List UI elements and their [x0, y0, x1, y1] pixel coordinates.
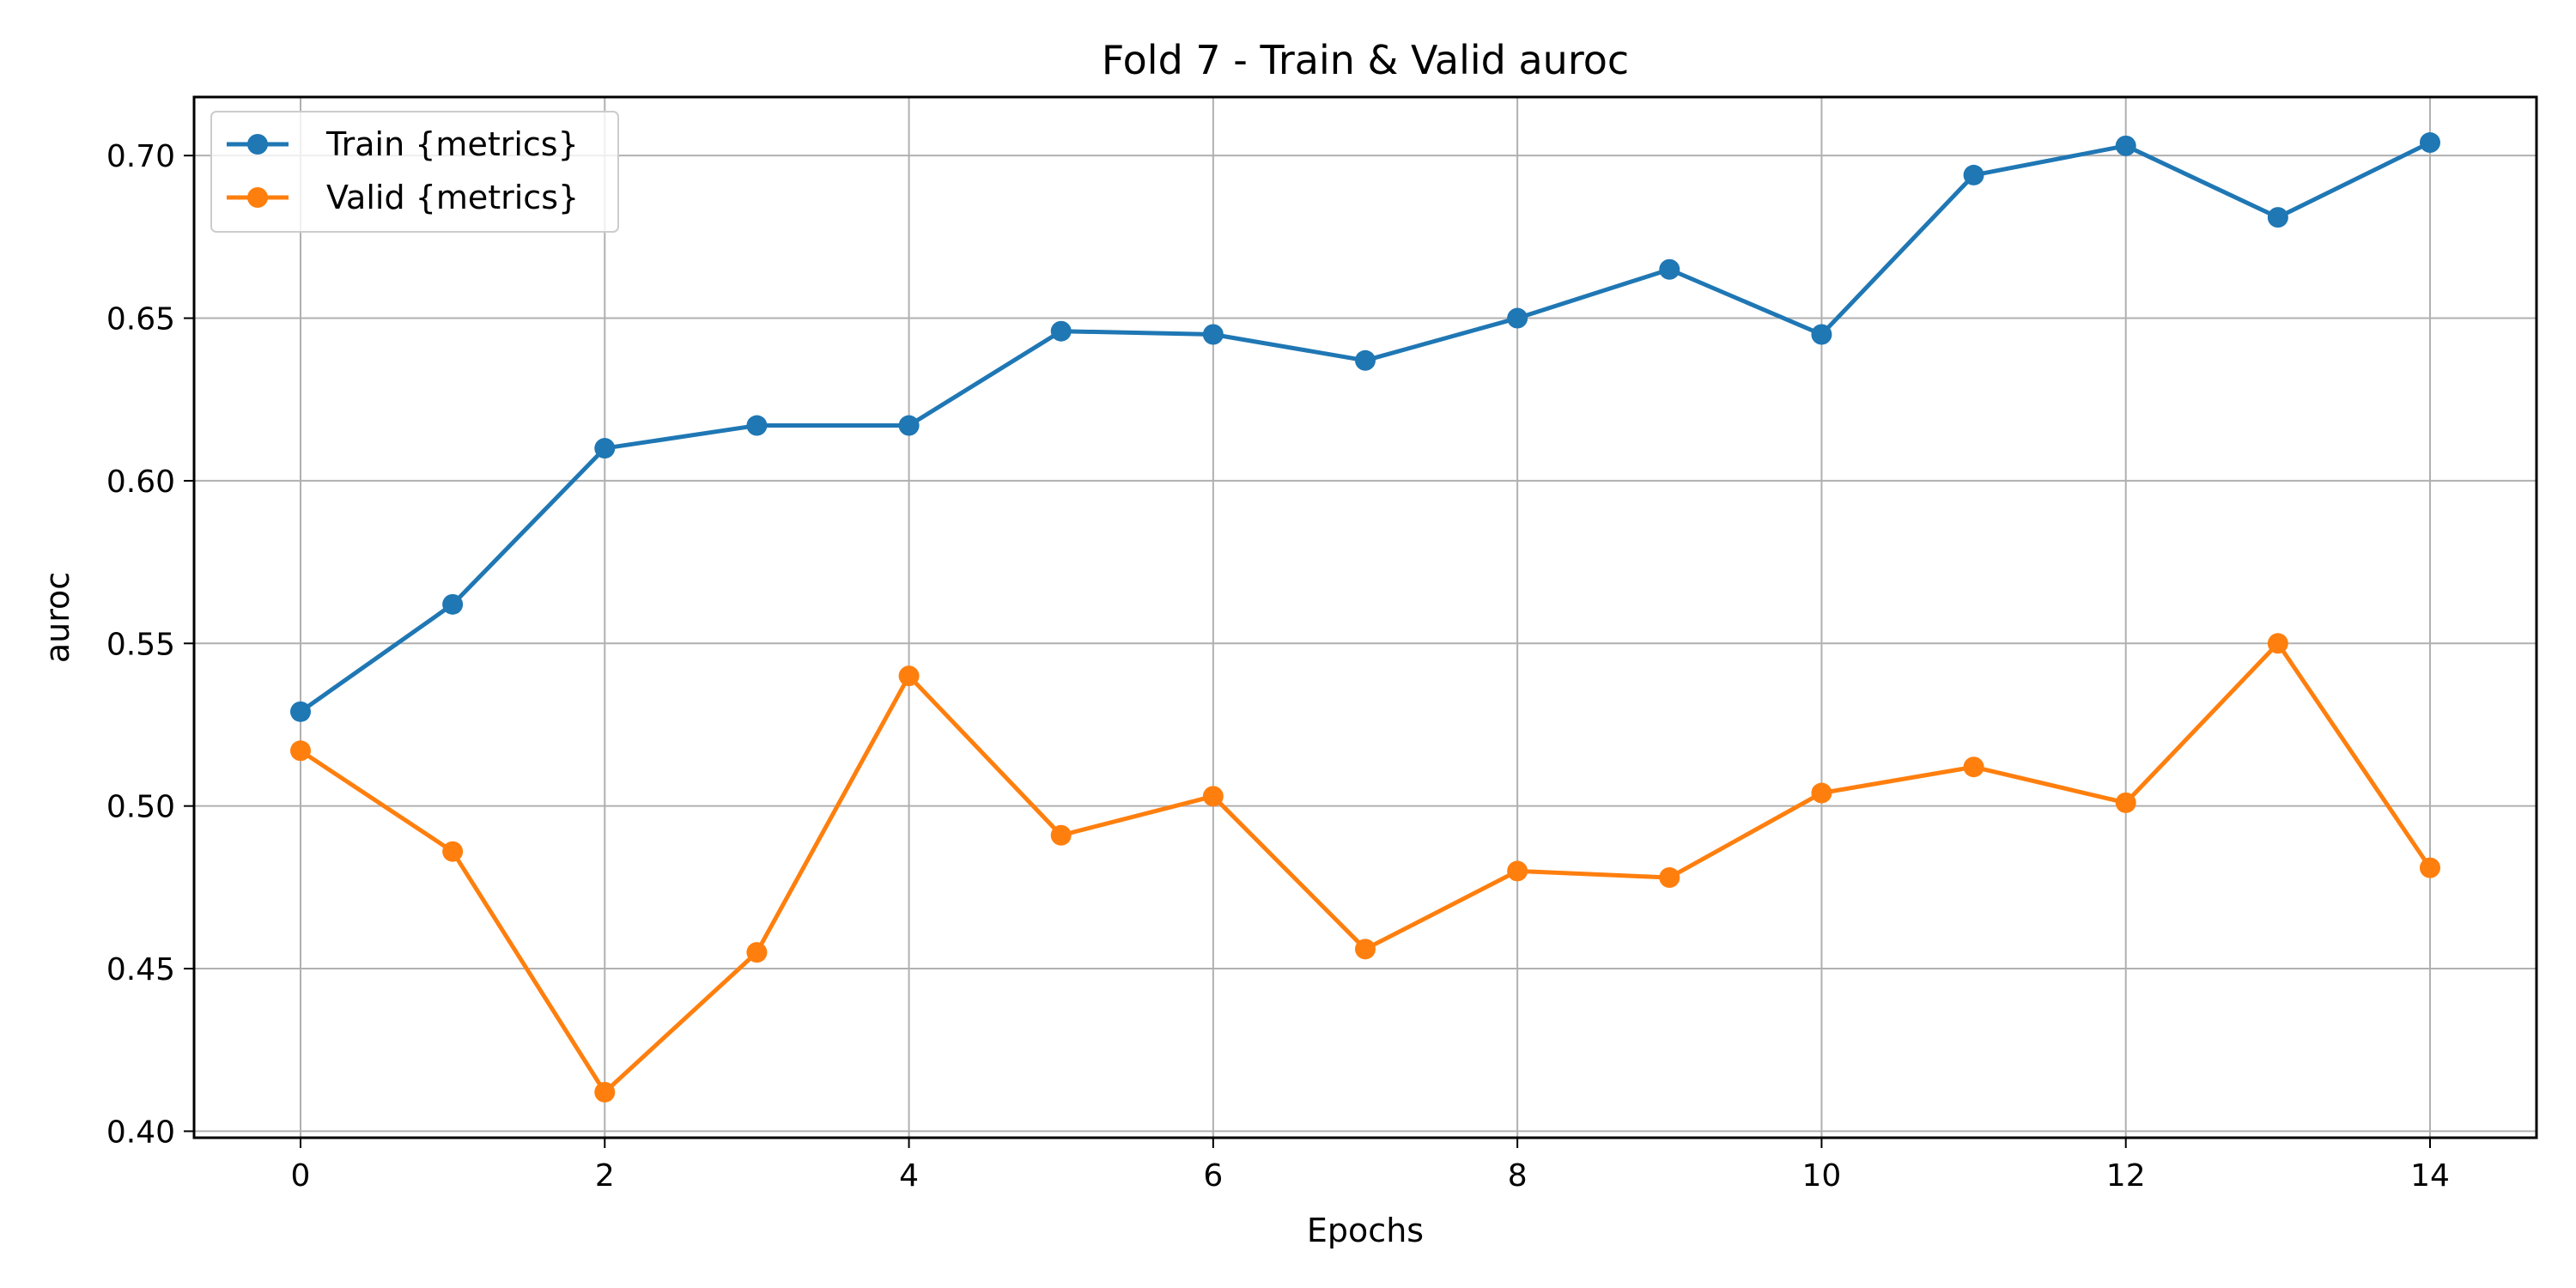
legend-entry: Valid {metrics} — [227, 179, 579, 216]
data-point — [1963, 164, 1984, 185]
y-tick-label: 0.60 — [106, 465, 175, 500]
y-tick-label: 0.70 — [106, 139, 175, 174]
data-point — [1050, 824, 1072, 846]
data-point — [1202, 324, 1224, 345]
data-point — [594, 1081, 616, 1103]
data-point — [1659, 258, 1680, 280]
data-point — [2115, 792, 2136, 813]
chart-title: Fold 7 - Train & Valid auroc — [1102, 37, 1629, 83]
legend: Train {metrics} Valid {metrics} — [210, 111, 619, 233]
data-point — [1659, 867, 1680, 888]
data-point — [2420, 857, 2440, 878]
data-point — [2267, 207, 2288, 228]
data-point — [1507, 307, 1528, 329]
y-tick-label: 0.50 — [106, 790, 175, 825]
series-1 — [290, 633, 2440, 1103]
data-point — [746, 942, 768, 963]
plot-frame — [192, 95, 2538, 1139]
x-tick-label: 0 — [291, 1158, 311, 1194]
series-layer — [290, 132, 2440, 1103]
data-point — [442, 593, 464, 615]
data-point — [1202, 786, 1224, 807]
x-tick-label: 8 — [1508, 1158, 1528, 1194]
data-point — [898, 665, 920, 687]
data-point — [290, 740, 311, 762]
series-0 — [290, 132, 2440, 722]
legend-label: Valid {metrics} — [326, 179, 579, 216]
x-tick-label: 2 — [595, 1158, 615, 1194]
x-tick-label: 4 — [899, 1158, 919, 1194]
data-point — [1811, 782, 1832, 804]
x-axis-label: Epochs — [1307, 1212, 1424, 1249]
legend-swatch-marker — [247, 134, 268, 155]
data-point — [1355, 349, 1376, 371]
data-point — [2115, 135, 2136, 156]
data-point — [594, 438, 616, 459]
data-point — [2267, 633, 2288, 654]
x-tick-label: 6 — [1203, 1158, 1223, 1194]
legend-entry: Train {metrics} — [227, 125, 579, 163]
data-point — [1811, 324, 1832, 345]
y-tick-label: 0.40 — [106, 1115, 175, 1150]
data-point — [1963, 756, 1984, 778]
grid — [194, 97, 2537, 1138]
data-point — [898, 415, 920, 436]
data-point — [1507, 860, 1528, 882]
legend-label: Train {metrics} — [325, 125, 579, 163]
legend-box — [210, 111, 619, 233]
ticks: 0 2 4 6 8 10 12 14 0.40 0.45 0.50 0.55 0.60 0.65 0.70 — [106, 139, 2450, 1194]
y-tick-label: 0.55 — [106, 627, 175, 662]
x-tick-label: 12 — [2106, 1158, 2146, 1194]
y-tick-label: 0.65 — [106, 302, 175, 337]
data-point — [442, 841, 464, 862]
data-point — [2420, 132, 2440, 154]
y-tick-label: 0.45 — [106, 952, 175, 987]
y-axis-label: auroc — [39, 572, 76, 663]
legend-swatch-marker — [247, 187, 268, 208]
data-point — [290, 701, 311, 722]
data-point — [1355, 939, 1376, 960]
x-tick-label: 10 — [1802, 1158, 1842, 1194]
x-tick-label: 14 — [2410, 1158, 2450, 1194]
data-point — [746, 415, 768, 436]
data-point — [1050, 320, 1072, 342]
